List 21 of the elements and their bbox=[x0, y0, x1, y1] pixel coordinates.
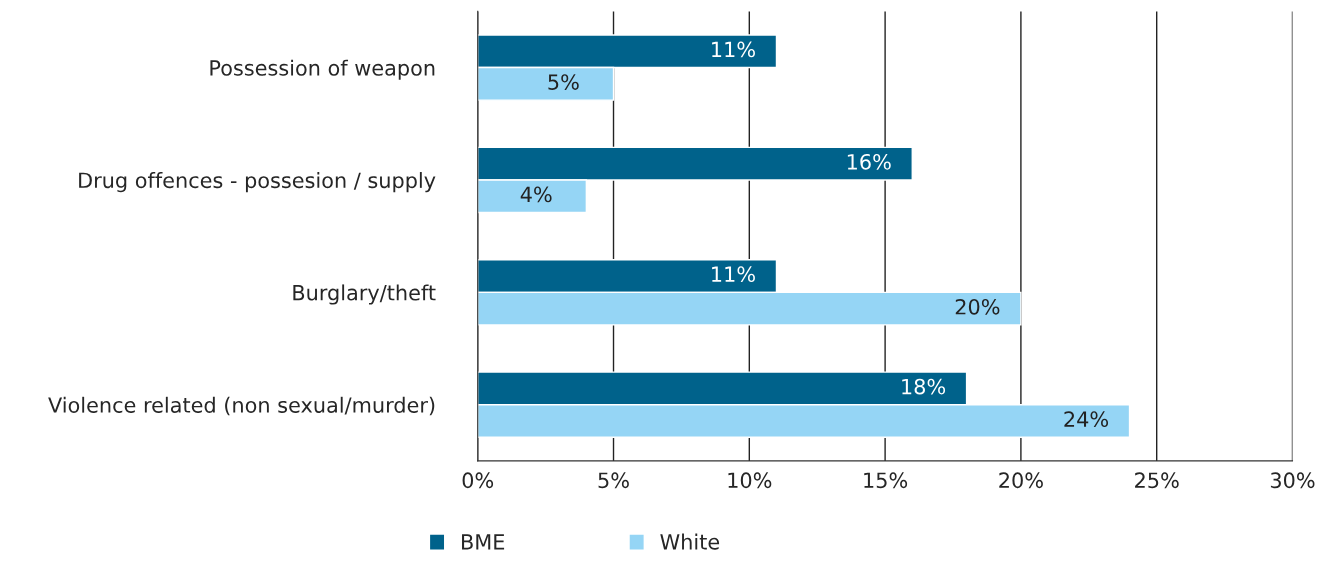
y-tick-label: Burglary/theft bbox=[293, 284, 436, 305]
data-label: 11% bbox=[712, 266, 755, 283]
x-tick-label: 30% bbox=[1270, 472, 1315, 489]
y-tick-label: Drug offences - possesion / supply bbox=[79, 172, 436, 193]
data-label: 24% bbox=[1064, 411, 1109, 428]
x-tick-label: 5% bbox=[598, 472, 629, 489]
legend-label: White bbox=[660, 533, 720, 550]
data-label: 16% bbox=[847, 153, 891, 170]
data-label: 11% bbox=[712, 41, 755, 58]
data-label: 5% bbox=[548, 74, 579, 90]
data-label: 20% bbox=[955, 298, 1000, 315]
x-tick-label: 20% bbox=[999, 472, 1043, 489]
y-tick-label: Possession of weapon bbox=[210, 59, 435, 80]
y-tick-label: Violence related (non sexual/murder) bbox=[48, 396, 435, 416]
data-label: 4% bbox=[520, 186, 552, 203]
x-tick-label: 10% bbox=[728, 472, 772, 489]
x-tick-label: 25% bbox=[1135, 472, 1179, 489]
legend-label: BME bbox=[462, 534, 505, 550]
data-label: 18% bbox=[902, 378, 946, 395]
x-tick-label: 0% bbox=[462, 472, 494, 489]
x-tick-label: 15% bbox=[864, 472, 908, 489]
